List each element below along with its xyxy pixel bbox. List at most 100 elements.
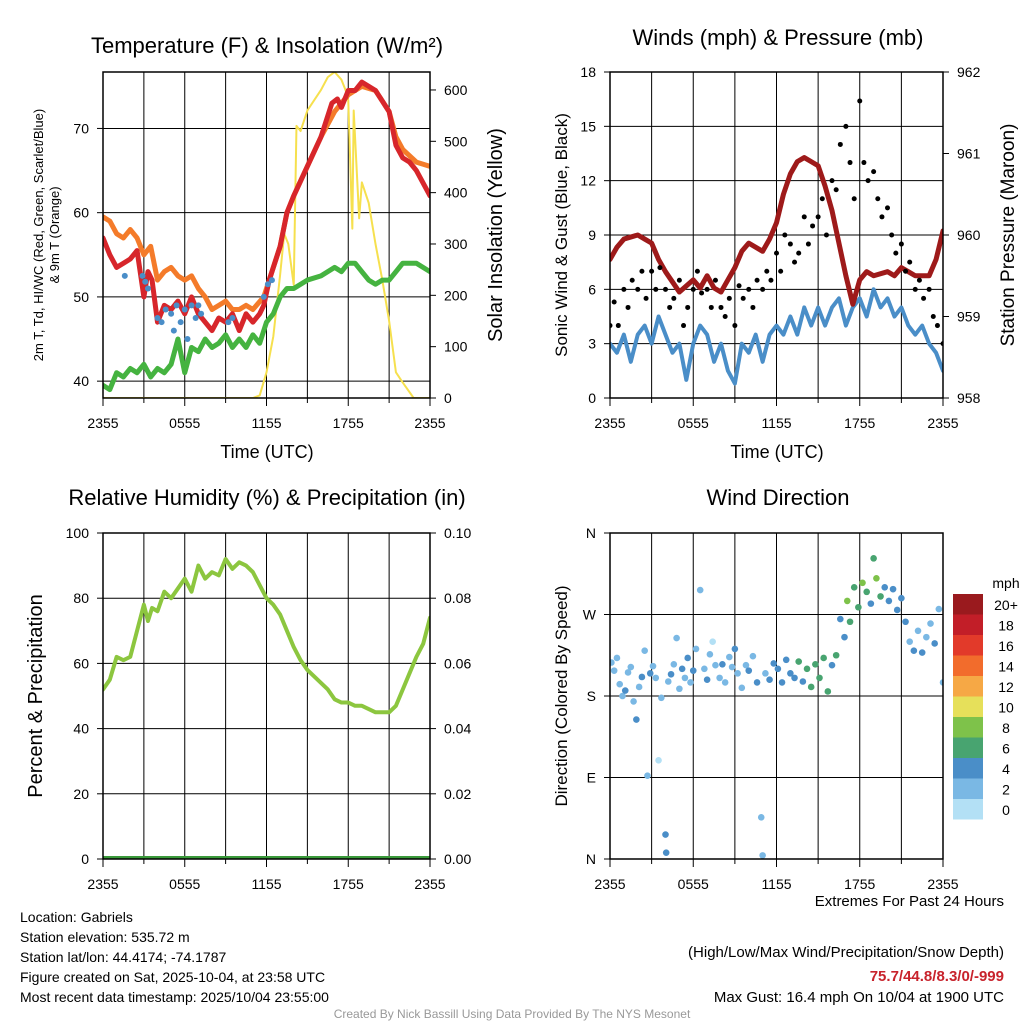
extremes-title: Extremes For Past 24 Hours [815, 893, 1004, 910]
wind-direction-point [716, 674, 723, 682]
wind-plot: 2355 0555 1155 1755 2355 0 3 6 9 12 15 18 958 959 960 9… [580, 64, 980, 431]
created-text: Figure created on Sat, 2025-10-04, at 23… [20, 969, 325, 985]
wind-direction-point [681, 674, 689, 682]
wind-direction-point [676, 685, 683, 693]
data-point-gust [750, 304, 756, 310]
y-right-tick-label: 0.10 [444, 525, 471, 541]
temp-series [103, 72, 430, 398]
data-point-gust [768, 277, 774, 283]
wind-direction-point [673, 634, 680, 642]
data-point-gust [787, 241, 793, 247]
data-point-gust [774, 250, 779, 256]
data-point-gust [635, 286, 641, 292]
data-point-hi-wc [162, 306, 169, 313]
data-point-gust [615, 323, 621, 329]
wind-direction-point [692, 645, 700, 653]
rh-series [103, 557, 430, 859]
data-point-gust [699, 290, 705, 296]
y-tick-label: N [586, 525, 596, 541]
data-point-gust [907, 259, 913, 265]
data-point-gust [893, 250, 899, 256]
wind-direction-point [843, 597, 851, 605]
legend-label: 8 [1002, 720, 1010, 736]
y-tick-label: 80 [73, 590, 89, 606]
data-point-gust [934, 323, 940, 329]
wind-direction-point [662, 849, 670, 856]
y-tick-label: 100 [66, 525, 90, 541]
data-point-gust [732, 323, 738, 329]
wind-direction-point [906, 638, 913, 645]
wind-direction-point [846, 618, 854, 626]
wind-direction-point [633, 716, 640, 723]
y-right-tick-label: 0.04 [444, 721, 471, 737]
wind-chart-title: Winds (mph) & Pressure (mb) [633, 25, 924, 50]
data-point-hi-wc [144, 285, 151, 292]
legend-swatch [953, 799, 983, 820]
wind-direction-point [726, 653, 733, 661]
legend-label: 16 [998, 638, 1014, 654]
data-point-gust [871, 169, 877, 175]
y-right-tick-label: 961 [957, 146, 981, 162]
data-point-gust [746, 286, 752, 292]
y-tick-label: 20 [73, 786, 89, 802]
wind-direction-point [782, 656, 790, 664]
wind-direction-point [701, 665, 708, 673]
wind-direction-point [624, 669, 632, 676]
data-point-hi-wc [188, 302, 195, 309]
data-point-gust [837, 141, 843, 147]
data-point-gust [898, 241, 904, 247]
data-point-hi-wc [264, 281, 271, 288]
data-point-hi-wc [198, 310, 205, 317]
speed-legend: 20+ 18 16 14 12 10 8 6 4 2 0 [953, 594, 1018, 820]
legend-swatch [953, 758, 983, 779]
legend-title: mph [992, 575, 1019, 591]
wind-direction-point [621, 687, 629, 694]
data-point-gust [639, 268, 645, 274]
data-point-gust [629, 277, 635, 283]
y-tick-label: E [587, 770, 596, 786]
x-tick-label: 2355 [594, 415, 625, 431]
data-point-gust [885, 205, 890, 211]
y-tick-label: 15 [580, 118, 596, 134]
y-tick-label: 50 [73, 289, 89, 305]
series-line-2m-dewpoint [103, 260, 430, 393]
legend-swatch [953, 778, 983, 799]
wind-direction-point [807, 683, 815, 691]
data-point-gust [930, 314, 936, 319]
y-tick-label: 40 [73, 373, 89, 389]
extremes: Extremes For Past 24 Hours (High/Low/Max… [688, 893, 1004, 1006]
x-tick-label: 1755 [844, 876, 875, 892]
data-point-gust [722, 314, 728, 319]
wind-direction-point [939, 679, 943, 686]
temp-chart-title: Temperature (F) & Insolation (W/m²) [91, 33, 443, 58]
x-tick-label: 2355 [87, 876, 118, 892]
wind-direction-point [766, 676, 773, 683]
legend-label: 10 [998, 700, 1014, 716]
legend-label: 18 [998, 618, 1014, 634]
wind-direction-point [627, 663, 635, 671]
wind-direction-point [762, 670, 769, 677]
data-point-hi-wc [142, 278, 149, 285]
temp-y-label-line2: & 9m T (Orange) [47, 186, 62, 283]
wind-direction-point [745, 667, 753, 674]
data-point-gust [921, 295, 927, 301]
data-point-gust [718, 304, 724, 310]
data-point-gust [726, 295, 732, 301]
legend-swatch [953, 635, 983, 656]
wind-direction-point [610, 659, 615, 666]
data-point-gust [667, 304, 673, 310]
data-point-gust [912, 286, 918, 292]
max-gust-text: Max Gust: 16.4 mph On 10/04 at 1900 UTC [714, 989, 1004, 1006]
wind-direction-point [774, 665, 782, 673]
wind-direction-point [873, 574, 880, 582]
wind-direction-point [619, 692, 626, 700]
data-point-gust [865, 178, 871, 184]
wind-direction-point [791, 674, 798, 682]
wind-direction-point [927, 620, 934, 627]
wind-direction-point [832, 651, 840, 659]
wind-direction-point [738, 684, 746, 692]
wind-direction-point [742, 661, 750, 669]
wind-direction-point [689, 667, 697, 674]
data-point-hi-wc [181, 306, 188, 313]
x-tick-label: 0555 [678, 415, 709, 431]
